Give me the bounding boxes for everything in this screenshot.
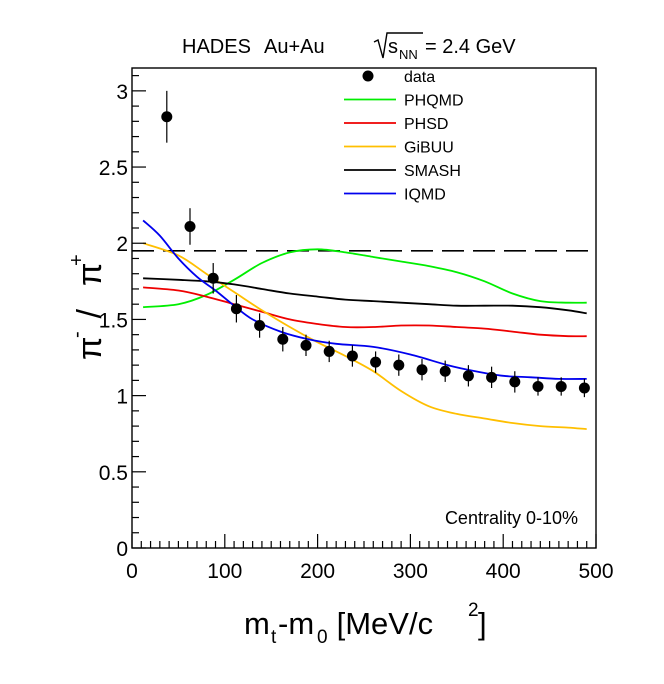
x-tick-label: 0 [126, 560, 138, 583]
xlabel-units: [MeV/c [328, 606, 433, 641]
legend-label-iqmd: IQMD [404, 187, 446, 204]
data-point [207, 272, 219, 284]
legend-label-phsd: PHSD [404, 116, 448, 133]
data-point [346, 350, 358, 362]
centrality-annotation: Centrality 0-10% [445, 508, 578, 528]
data-point [184, 220, 196, 232]
plot-frame [131, 67, 597, 549]
model-curves [142, 219, 587, 430]
data-point [323, 345, 335, 357]
chart-title: HADES Au+Au s NN = 2.4 GeV [182, 32, 516, 62]
y-tick-label: 0.5 [99, 462, 128, 485]
xlabel-sub-t: t [271, 627, 277, 648]
data-point [300, 339, 312, 351]
axis-ticks: 0 100 200 300 400 500 0 0.5 1 1.5 2 2.5 3 [99, 75, 614, 583]
y-tick-label: 2 [116, 233, 128, 256]
x-tick-label: 400 [486, 560, 521, 583]
data-point [439, 365, 451, 377]
data-point [578, 382, 590, 394]
xlabel-sub-0: 0 [317, 627, 328, 648]
data-point [161, 111, 173, 123]
y-tick-label: 1.5 [99, 309, 128, 332]
ylabel-pi-plus: π [71, 263, 109, 286]
x-tick-label: 200 [300, 560, 335, 583]
data-point [486, 371, 498, 383]
legend-label-data: data [404, 69, 435, 86]
data-point [532, 380, 544, 392]
legend-label-smash: SMASH [404, 163, 461, 180]
ylabel-sup-minus: - [66, 331, 88, 338]
y-tick-label: 0 [116, 538, 128, 561]
xlabel-sup-2: 2 [468, 600, 479, 621]
x-tick-label: 500 [578, 560, 613, 583]
xlabel-minus-m: -m [278, 606, 314, 641]
series-line-phsd [143, 286, 587, 338]
data-point [416, 364, 428, 376]
data-point [555, 380, 567, 392]
legend-label-gibuu: GiBUU [404, 140, 454, 157]
xlabel-bracket: ] [478, 606, 487, 641]
ylabel-pi-minus: π [71, 337, 109, 360]
data-point [254, 320, 266, 332]
plot-area: 0 100 200 300 400 500 0 0.5 1 1.5 2 2.5 3 [99, 67, 614, 583]
y-tick-label: 2.5 [99, 157, 128, 180]
legend-label-phqmd: PHQMD [404, 93, 464, 110]
data-point [462, 370, 474, 382]
xlabel-m: m [244, 606, 270, 641]
ylabel-sup-plus: + [66, 254, 88, 266]
series-line-smash [143, 277, 587, 315]
data-point [509, 376, 521, 388]
series-line-iqmd [142, 219, 587, 380]
legend-marker-data [362, 70, 374, 82]
title-energy-symbol: s [388, 36, 398, 58]
legend: data PHQMD PHSD GiBUU SMASH IQMD [344, 69, 464, 204]
series-line-gibuu [142, 242, 587, 430]
data-point [277, 333, 289, 345]
y-axis-label: π - / π + [66, 254, 109, 360]
title-system: Au+Au [264, 36, 325, 58]
title-experiment: HADES [182, 36, 251, 58]
data-point [370, 356, 382, 368]
x-axis-label: m t -m 0 [MeV/c 2 ] [244, 600, 487, 648]
x-tick-label: 100 [207, 560, 242, 583]
title-energy-value: = 2.4 GeV [425, 36, 516, 58]
series-line-phqmd [143, 248, 587, 309]
ylabel-separator: / [71, 300, 109, 328]
data-points [161, 90, 590, 398]
data-point [393, 359, 405, 371]
y-tick-label: 3 [116, 81, 128, 104]
sqrt-sign-icon [373, 32, 423, 59]
title-energy-subscript: NN [399, 47, 418, 62]
y-tick-label: 1 [116, 386, 128, 409]
x-tick-label: 300 [393, 560, 428, 583]
data-point [230, 303, 242, 315]
